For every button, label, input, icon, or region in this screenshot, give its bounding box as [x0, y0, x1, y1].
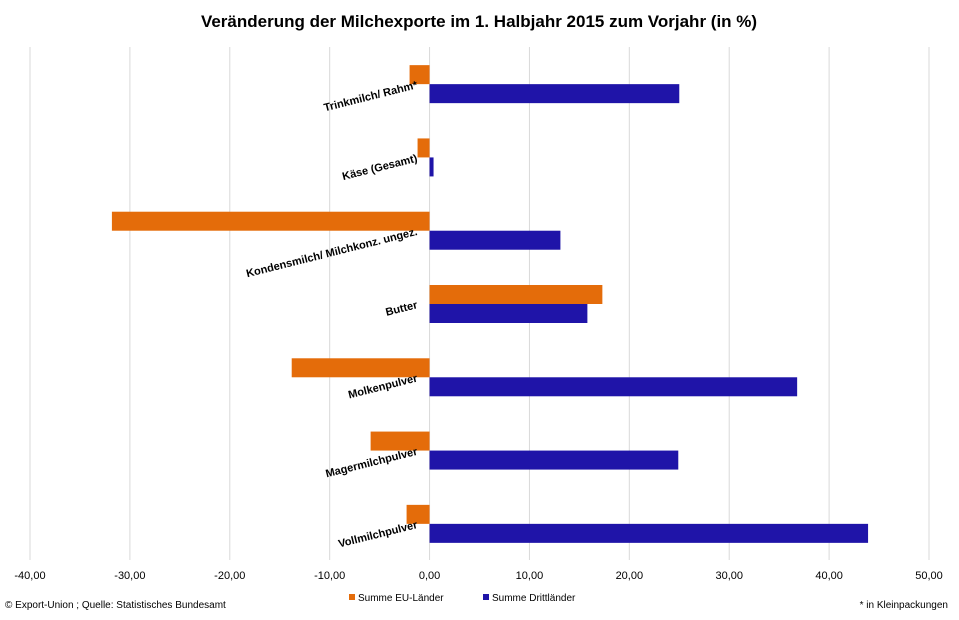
bar-eu — [370, 431, 430, 451]
category-label: Käse (Gesamt) — [341, 153, 419, 183]
legend-swatch-drittlaender — [483, 594, 489, 600]
bar-drittlaender — [429, 230, 561, 250]
bar-drittlaender — [429, 304, 588, 323]
legend-label-eu: Summe EU-Länder — [358, 593, 444, 604]
legend-label-drittlaender: Summe Drittländer — [492, 593, 576, 604]
bar-eu — [291, 358, 430, 378]
x-tick-label: 30,00 — [715, 570, 743, 582]
category-label: Butter — [384, 299, 419, 319]
category-label: Kondensmilch/ Milchkonz. ungez. — [245, 226, 419, 280]
footnote: * in Kleinpackungen — [860, 600, 948, 611]
bar-drittlaender — [429, 450, 679, 470]
category-label: Magermilchpulver — [324, 446, 419, 481]
x-tick-label: -40,00 — [14, 570, 45, 582]
bar-drittlaender — [429, 157, 434, 177]
x-tick-label: 50,00 — [915, 570, 943, 582]
x-tick-label: 20,00 — [616, 570, 644, 582]
x-tick-label: 40,00 — [815, 570, 843, 582]
legend: Summe EU-Länder Summe Drittländer — [349, 593, 576, 604]
category-label: Vollmilchpulver — [337, 519, 419, 550]
x-tick-label: -30,00 — [114, 570, 145, 582]
bar-eu — [111, 211, 430, 231]
x-tick-label: 0,00 — [419, 570, 440, 582]
x-tick-label: -10,00 — [314, 570, 345, 582]
bar-drittlaender — [429, 377, 798, 397]
bar-drittlaender — [429, 84, 680, 104]
x-tick-label: 10,00 — [516, 570, 544, 582]
bar-eu — [417, 138, 430, 158]
bar-eu — [406, 504, 430, 524]
legend-swatch-eu — [349, 594, 355, 600]
bar-eu — [409, 65, 430, 85]
bar-drittlaender — [429, 523, 869, 543]
source-note: © Export-Union ; Quelle: Statistisches B… — [5, 600, 226, 611]
bar-eu — [429, 285, 603, 304]
chart-title: Veränderung der Milchexporte im 1. Halbj… — [201, 12, 757, 31]
x-tick-label: -20,00 — [214, 570, 245, 582]
category-label: Trinkmilch/ Rahm* — [323, 79, 420, 114]
